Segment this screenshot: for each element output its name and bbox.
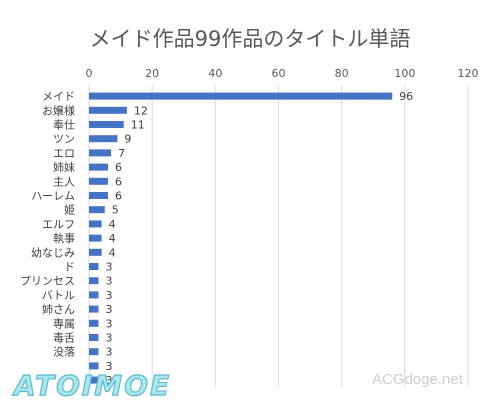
data-label: 11 [131, 119, 145, 132]
data-label: 5 [112, 204, 119, 217]
category-label: 没落 [53, 346, 75, 359]
watermark-site: ACGdoge.net [372, 371, 464, 388]
gridlines [88, 85, 469, 388]
data-label: 4 [109, 246, 116, 259]
data-label: 7 [118, 147, 125, 160]
category-label: ツン [53, 133, 75, 146]
category-label: エロ [53, 147, 75, 160]
bar [89, 248, 102, 256]
x-tick-label: 100 [394, 67, 415, 80]
data-label: 4 [109, 232, 116, 245]
x-tick-label: 0 [86, 67, 93, 80]
bar [89, 206, 105, 214]
data-label: 3 [105, 261, 112, 274]
data-label: 6 [115, 175, 122, 188]
data-label: 3 [105, 346, 112, 359]
bar [89, 334, 99, 341]
x-tick-label: 60 [272, 67, 286, 80]
data-label: 3 [105, 303, 112, 316]
data-label: 3 [105, 275, 112, 288]
category-label: ハーレム [31, 190, 75, 203]
bar [89, 192, 108, 199]
data-label: 3 [105, 332, 112, 345]
bar [89, 376, 99, 384]
category-label: 姫 [64, 203, 75, 217]
bar [89, 149, 112, 157]
category-labels: メイドお嬢様奉仕ツンエロ姉妹主人ハーレム姫エルフ執事幼なじみドプリンセスバトル姉… [20, 90, 75, 359]
chart-title: メイド作品99作品のタイトル単語 [90, 27, 411, 51]
category-label: 幼なじみ [31, 246, 75, 259]
bar [89, 291, 99, 299]
bar [89, 234, 102, 242]
category-label: 奉仕 [53, 118, 75, 132]
x-tick-label: 120 [458, 67, 479, 80]
bars [89, 92, 393, 384]
bar [89, 163, 108, 171]
bar [89, 177, 108, 185]
category-label: 姉妹 [53, 160, 75, 174]
bar [89, 319, 99, 327]
category-label: お嬢様 [42, 103, 75, 117]
data-label: 6 [115, 161, 122, 174]
data-label: 3 [105, 360, 112, 373]
bar [89, 305, 99, 313]
bar [89, 92, 393, 100]
data-label: 4 [109, 218, 116, 231]
bar [89, 362, 99, 370]
data-label: 3 [105, 317, 112, 330]
bar [89, 263, 99, 270]
data-label: 6 [115, 190, 122, 203]
x-axis-ticks: 0 20 40 60 80 100 120 [86, 67, 479, 80]
category-label: プリンセス [20, 275, 75, 288]
category-label: 専属 [53, 317, 75, 330]
x-tick-label: 80 [335, 67, 349, 80]
data-label: 9 [124, 133, 131, 146]
x-tick-label: 40 [208, 67, 222, 80]
data-label: 12 [134, 104, 148, 117]
data-label: 3 [105, 374, 112, 387]
category-label: 執事 [53, 232, 75, 245]
category-label: バトル [42, 289, 75, 302]
watermark-logo: ATOIMOE [12, 369, 171, 402]
bar [89, 106, 127, 114]
category-label: 姉さん [42, 302, 75, 316]
bar [89, 220, 102, 228]
category-label: エルフ [42, 218, 75, 231]
x-tick-label: 20 [145, 67, 159, 80]
bar [89, 121, 124, 128]
bar [89, 135, 118, 143]
bar [89, 277, 99, 285]
data-label: 3 [105, 289, 112, 302]
bar [89, 348, 99, 356]
category-label: メイド [42, 90, 75, 103]
category-label: 毒舌 [53, 332, 75, 345]
category-label: ド [64, 261, 75, 274]
data-label: 96 [399, 90, 413, 103]
category-label: 主人 [53, 175, 75, 188]
